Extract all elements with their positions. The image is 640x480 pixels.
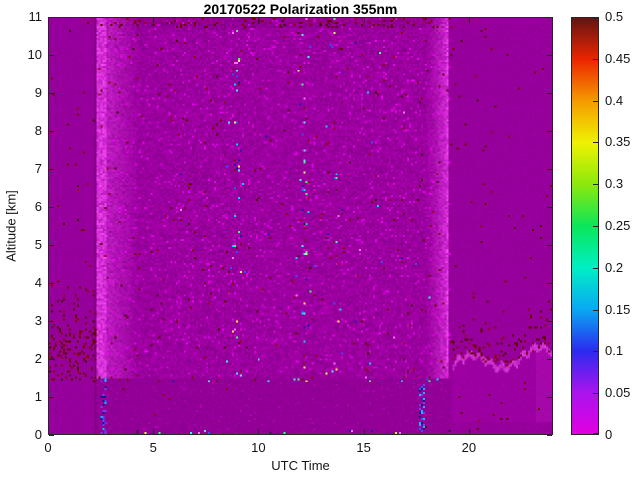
y-tick-label: 4 <box>34 275 42 290</box>
y-tick-mark <box>49 169 54 170</box>
colorbar-tick-mark <box>593 351 598 353</box>
heatmap-canvas <box>49 18 552 434</box>
x-tick-mark-top <box>258 18 260 23</box>
y-tick-mark <box>49 131 54 132</box>
x-tick-mark <box>468 429 470 434</box>
y-tick-label: 11 <box>28 9 43 24</box>
colorbar-tick-label: 0.35 <box>605 134 631 150</box>
y-tick-mark <box>49 245 54 246</box>
y-tick-label: 6 <box>34 199 42 214</box>
chart-title: 20170522 Polarization 355nm <box>203 1 398 17</box>
x-tick-label: 15 <box>356 440 371 455</box>
y-tick-mark-right <box>547 55 552 56</box>
colorbar-tick-label: 0.1 <box>605 343 624 359</box>
colorbar-tick-mark <box>593 393 598 395</box>
colorbar-tick-mark <box>593 142 598 144</box>
colorbar-tick-label: 0.3 <box>605 176 624 192</box>
x-tick-mark <box>48 429 49 434</box>
y-tick-mark-right <box>547 359 552 360</box>
y-tick-mark-right <box>547 93 552 94</box>
y-tick-label: 1 <box>34 389 42 404</box>
y-tick-mark <box>49 435 54 436</box>
x-tick-mark <box>363 429 365 434</box>
x-tick-mark-top <box>48 18 49 23</box>
y-tick-mark <box>49 321 54 322</box>
y-tick-mark-right <box>547 17 552 18</box>
colorbar-tick-label: 0.25 <box>605 218 631 233</box>
y-tick-mark-right <box>547 321 552 322</box>
x-tick-label: 0 <box>44 440 52 455</box>
y-tick-mark <box>49 359 54 360</box>
y-tick-mark <box>49 17 54 18</box>
colorbar-tick-mark <box>593 58 598 60</box>
colorbar-tick-label: 0.5 <box>605 9 624 24</box>
colorbar-tick-label: 0.2 <box>605 259 624 275</box>
y-tick-mark-right <box>547 207 552 208</box>
x-tick-label: 20 <box>461 440 477 455</box>
y-tick-label: 7 <box>34 161 42 176</box>
y-tick-mark <box>49 93 54 94</box>
x-tick-label: 5 <box>149 440 157 455</box>
colorbar-tick-label: 0 <box>605 427 613 442</box>
colorbar-tick-label: 0.4 <box>605 92 624 108</box>
y-tick-label: 10 <box>27 47 42 62</box>
x-tick-mark-top <box>363 18 365 23</box>
colorbar-tick-label: 0.45 <box>605 50 631 66</box>
y-tick-mark-right <box>547 131 552 132</box>
y-tick-label: 8 <box>34 123 42 138</box>
y-tick-label: 5 <box>34 237 42 252</box>
colorbar-tick-label: 0.05 <box>605 385 631 401</box>
x-tick-mark <box>258 429 260 434</box>
colorbar-tick-mark <box>593 433 598 434</box>
y-tick-mark <box>49 397 54 398</box>
y-tick-label: 0 <box>34 427 42 442</box>
y-tick-label: 9 <box>34 85 42 100</box>
colorbar-tick-mark <box>593 226 598 227</box>
x-axis-label: UTC Time <box>271 458 330 473</box>
y-tick-label: 3 <box>34 313 42 328</box>
y-tick-mark-right <box>547 169 552 170</box>
colorbar-tick-mark <box>593 184 598 186</box>
x-tick-mark <box>153 429 155 434</box>
y-tick-mark-right <box>547 283 552 284</box>
colorbar-tick-mark <box>593 309 598 311</box>
plot-area <box>48 17 553 435</box>
x-tick-mark-top <box>468 18 470 23</box>
y-tick-mark-right <box>547 245 552 246</box>
y-tick-label: 2 <box>34 351 42 366</box>
y-tick-mark-right <box>547 397 552 398</box>
colorbar-tick-mark <box>593 267 598 269</box>
x-tick-mark-top <box>153 18 155 23</box>
y-tick-mark <box>49 207 54 208</box>
colorbar-tick-label: 0.15 <box>605 301 631 317</box>
y-tick-mark <box>49 55 54 56</box>
colorbar-tick-mark <box>593 18 598 19</box>
x-tick-label: 10 <box>251 440 266 455</box>
colorbar-tick-mark <box>593 100 598 102</box>
y-tick-mark <box>49 283 54 284</box>
y-tick-mark-right <box>547 435 552 436</box>
